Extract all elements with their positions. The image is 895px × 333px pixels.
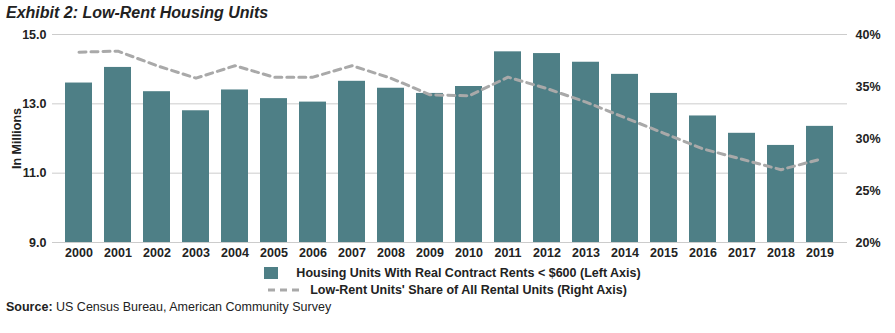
svg-text:In Millions: In Millions bbox=[10, 108, 24, 169]
svg-text:2005: 2005 bbox=[260, 246, 288, 260]
svg-text:2002: 2002 bbox=[143, 246, 171, 260]
svg-text:20%: 20% bbox=[856, 236, 881, 250]
svg-text:2009: 2009 bbox=[416, 246, 444, 260]
svg-text:35%: 35% bbox=[856, 80, 881, 94]
svg-text:30%: 30% bbox=[856, 132, 881, 146]
svg-text:13.0: 13.0 bbox=[22, 97, 46, 111]
svg-text:2010: 2010 bbox=[455, 246, 483, 260]
svg-text:2016: 2016 bbox=[689, 246, 717, 260]
svg-text:2017: 2017 bbox=[728, 246, 756, 260]
svg-text:25%: 25% bbox=[856, 184, 881, 198]
svg-text:2013: 2013 bbox=[572, 246, 600, 260]
svg-text:2014: 2014 bbox=[611, 246, 639, 260]
html-text:Source: US Census Bureau, Amer: Source: US Census Bureau, American Commu… bbox=[6, 300, 332, 314]
svg-text:2018: 2018 bbox=[767, 246, 795, 260]
html-text:Exhibit 2: Low-Rent Housing Un: Exhibit 2: Low-Rent Housing Units bbox=[6, 4, 269, 21]
svg-text:2006: 2006 bbox=[299, 246, 327, 260]
html-text:Housing Units With Real Contra: Housing Units With Real Contract Rents <… bbox=[296, 265, 641, 280]
svg-text:2015: 2015 bbox=[650, 246, 678, 260]
svg-text:15.0: 15.0 bbox=[22, 28, 46, 42]
svg-text:2011: 2011 bbox=[494, 246, 521, 260]
html-text:Low-Rent Units' Share of All R: Low-Rent Units' Share of All Rental Unit… bbox=[310, 282, 627, 297]
svg-text:2003: 2003 bbox=[182, 246, 210, 260]
svg-text:9.0: 9.0 bbox=[29, 236, 46, 250]
svg-text:2008: 2008 bbox=[377, 246, 405, 260]
svg-text:2004: 2004 bbox=[221, 246, 249, 260]
svg-text:2019: 2019 bbox=[806, 246, 834, 260]
svg-text:40%: 40% bbox=[856, 28, 881, 42]
svg-text:11.0: 11.0 bbox=[23, 166, 47, 180]
svg-text:2000: 2000 bbox=[65, 246, 93, 260]
svg-text:2007: 2007 bbox=[338, 246, 366, 260]
svg-text:2001: 2001 bbox=[104, 246, 132, 260]
svg-text:2012: 2012 bbox=[533, 246, 561, 260]
